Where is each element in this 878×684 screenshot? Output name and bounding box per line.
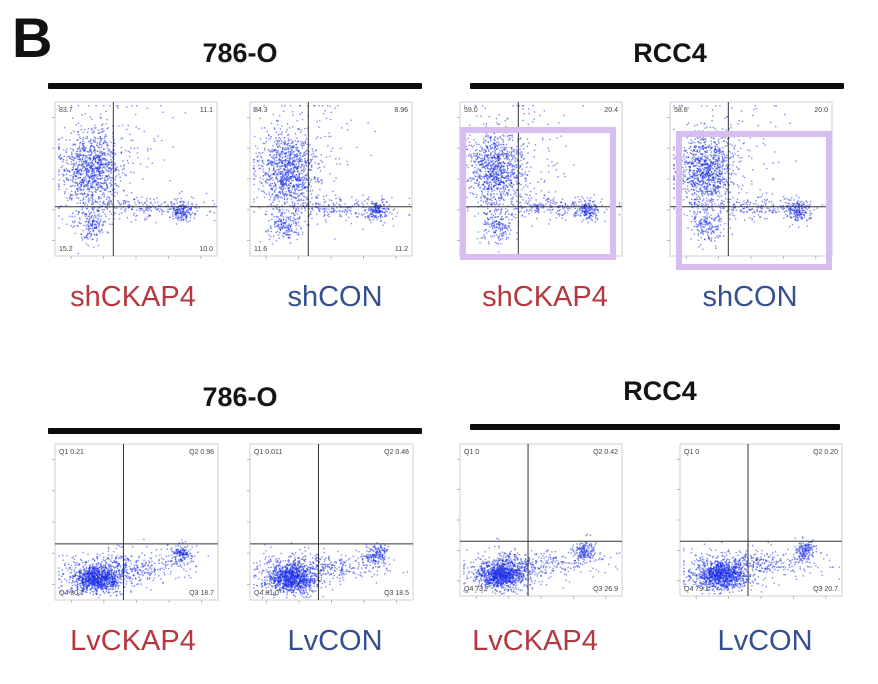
quadrant-lr-value: Q3 26.9 [593,586,618,593]
flow-plot: 84.3 8.96 11.6 11.2 [240,98,416,268]
quadrant-ll-value: Q4 81.0 [254,590,279,597]
sample-label-shcon-786o: shCON [287,281,383,313]
flow-plot: Q1 0 Q2 0.20 Q4 79.1 Q3 20.7 [670,440,846,608]
group-bar-rcc4-top [470,83,844,89]
quadrant-ur-value: 20.0 [814,107,828,114]
flow-plot: Q1 0.21 Q2 0.96 Q4 80.1 Q3 18.7 [45,440,222,612]
quadrant-ul-value: 58.6 [674,107,688,114]
sample-label-lvckap4-rcc4: LvCKAP4 [472,625,598,657]
group-label-786o-bottom: 786-O [202,382,278,412]
quadrant-ul-value: 59.0 [464,107,478,114]
group-bar-786o-bottom [48,428,422,434]
quadrant-ll-value: 11.6 [254,246,267,253]
quadrant-ll-value: Q4 73.7 [464,586,489,593]
quadrant-ul-value: Q1 0 [684,449,699,456]
quadrant-ul-value: Q1 0.011 [254,449,282,456]
scatter-svg: 84.3 8.96 11.6 11.2 [247,101,413,259]
quadrant-ul-value: 83.7 [59,107,73,114]
quadrant-ur-value: Q2 0.20 [813,449,838,456]
group-label-rcc4-top: RCC4 [633,38,707,68]
quadrant-ll-value: Q4 79.1 [684,586,709,593]
scatter-svg: 58.6 20.0 [667,101,833,259]
quadrant-ur-value: 20.4 [604,107,618,114]
quadrant-ur-value: Q2 0.42 [593,449,618,456]
group-bar-rcc4-bottom [470,424,840,430]
sample-label-shckap4-rcc4: shCKAP4 [482,281,608,313]
quadrant-ur-value: 8.96 [394,107,408,114]
group-bar-786o-top [48,83,422,89]
quadrant-lr-value: Q3 18.7 [189,590,214,597]
highlight-box-shckap4 [460,127,616,260]
quadrant-ul-value: Q1 0 [464,449,479,456]
sample-label-lvckap4-786o: LvCKAP4 [70,625,196,657]
scatter-svg: Q1 0.21 Q2 0.96 Q4 80.1 Q3 18.7 [52,443,219,603]
flow-plot: 58.6 20.0 [660,98,836,268]
quadrant-ul-value: Q1 0.21 [59,449,84,456]
panel-letter: B [12,6,53,69]
quadrant-lr-value: Q3 18.5 [384,590,409,597]
quadrant-ul-value: 84.3 [254,107,268,114]
quadrant-lr-value: 10.0 [199,246,213,253]
quadrant-lr-value: 11.2 [395,246,408,253]
flow-plot: Q1 0 Q2 0.42 Q4 73.7 Q3 26.9 [450,440,626,608]
quadrant-ur-value: 11.1 [200,107,213,114]
flow-plot: Q1 0.011 Q2 0.46 Q4 81.0 Q3 18.5 [240,440,417,612]
scatter-svg: Q1 0 Q2 0.20 Q4 79.1 Q3 20.7 [677,443,843,599]
quadrant-ur-value: Q2 0.46 [384,449,409,456]
flow-plot: 83.7 11.1 15.2 10.0 [45,98,221,268]
scatter-svg: Q1 0.011 Q2 0.46 Q4 81.0 Q3 18.5 [247,443,414,603]
sample-label-shcon-rcc4: shCON [702,281,798,313]
quadrant-ur-value: Q2 0.96 [189,449,214,456]
quadrant-ll-value: Q4 80.1 [59,590,84,597]
sample-label-shckap4-786o: shCKAP4 [70,281,196,313]
group-label-rcc4-bottom: RCC4 [623,376,697,406]
scatter-svg: 83.7 11.1 15.2 10.0 [52,101,218,259]
group-label-786o-top: 786-O [202,38,278,68]
sample-label-lvcon-rcc4: LvCON [717,625,813,657]
scatter-svg: Q1 0 Q2 0.42 Q4 73.7 Q3 26.9 [457,443,623,599]
sample-label-lvcon-786o: LvCON [287,625,383,657]
quadrant-lr-value: Q3 20.7 [813,586,838,593]
quadrant-ll-value: 15.2 [59,246,73,253]
highlight-box-shcon [676,131,832,270]
